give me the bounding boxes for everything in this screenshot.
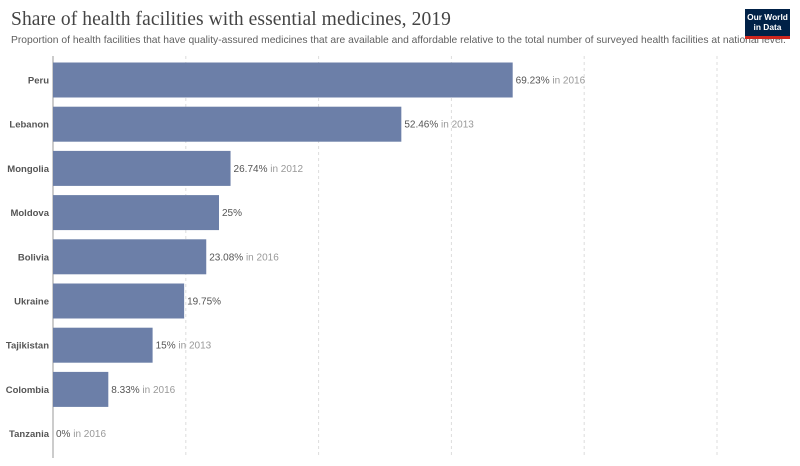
data-label-mongolia: 26.74% in 2012 (234, 164, 304, 175)
bar-lebanon (53, 106, 402, 142)
data-year-bolivia: in 2016 (243, 252, 279, 263)
bar-ukraine (53, 283, 185, 319)
category-label-ukraine: Ukraine (14, 297, 49, 308)
category-label-moldova: Moldova (10, 208, 49, 219)
data-year-tajikistan: in 2013 (176, 341, 212, 352)
bar-tajikistan (53, 327, 153, 363)
data-label-colombia: 8.33% in 2016 (111, 385, 175, 396)
logo-accent-bar (745, 36, 790, 39)
category-label-tanzania: Tanzania (9, 429, 50, 440)
category-label-peru: Peru (28, 76, 49, 87)
category-label-bolivia: Bolivia (18, 252, 50, 263)
category-label-colombia: Colombia (6, 385, 50, 396)
owid-logo[interactable]: Our World in Data (745, 9, 790, 39)
bar-mongolia (53, 150, 231, 186)
data-label-bolivia: 23.08% in 2016 (209, 252, 279, 263)
category-label-tajikistan: Tajikistan (6, 341, 49, 352)
data-year-peru: in 2016 (550, 76, 586, 87)
logo-text-line1: Our World (747, 12, 788, 22)
bar-moldova (53, 195, 219, 231)
bar-bolivia (53, 239, 207, 275)
data-label-tanzania: 0% in 2016 (56, 429, 106, 440)
bar-peru (53, 62, 513, 98)
data-year-mongolia: in 2012 (267, 164, 303, 175)
category-label-lebanon: Lebanon (9, 120, 49, 131)
bar-colombia (53, 371, 109, 407)
chart-title: Share of health facilities with essentia… (11, 9, 451, 30)
data-label-lebanon: 52.46% in 2013 (404, 120, 474, 131)
category-label-mongolia: Mongolia (7, 164, 49, 175)
data-label-peru: 69.23% in 2016 (516, 76, 586, 87)
data-year-lebanon: in 2013 (438, 120, 474, 131)
data-label-moldova: 25% (222, 208, 242, 219)
chart-subtitle: Proportion of health facilities that hav… (11, 35, 786, 46)
data-label-ukraine: 19.75% (187, 297, 221, 308)
logo-text-line2: in Data (753, 21, 782, 32)
data-year-tanzania: in 2016 (70, 429, 106, 440)
data-label-tajikistan: 15% in 2013 (156, 341, 212, 352)
data-year-colombia: in 2016 (140, 385, 176, 396)
